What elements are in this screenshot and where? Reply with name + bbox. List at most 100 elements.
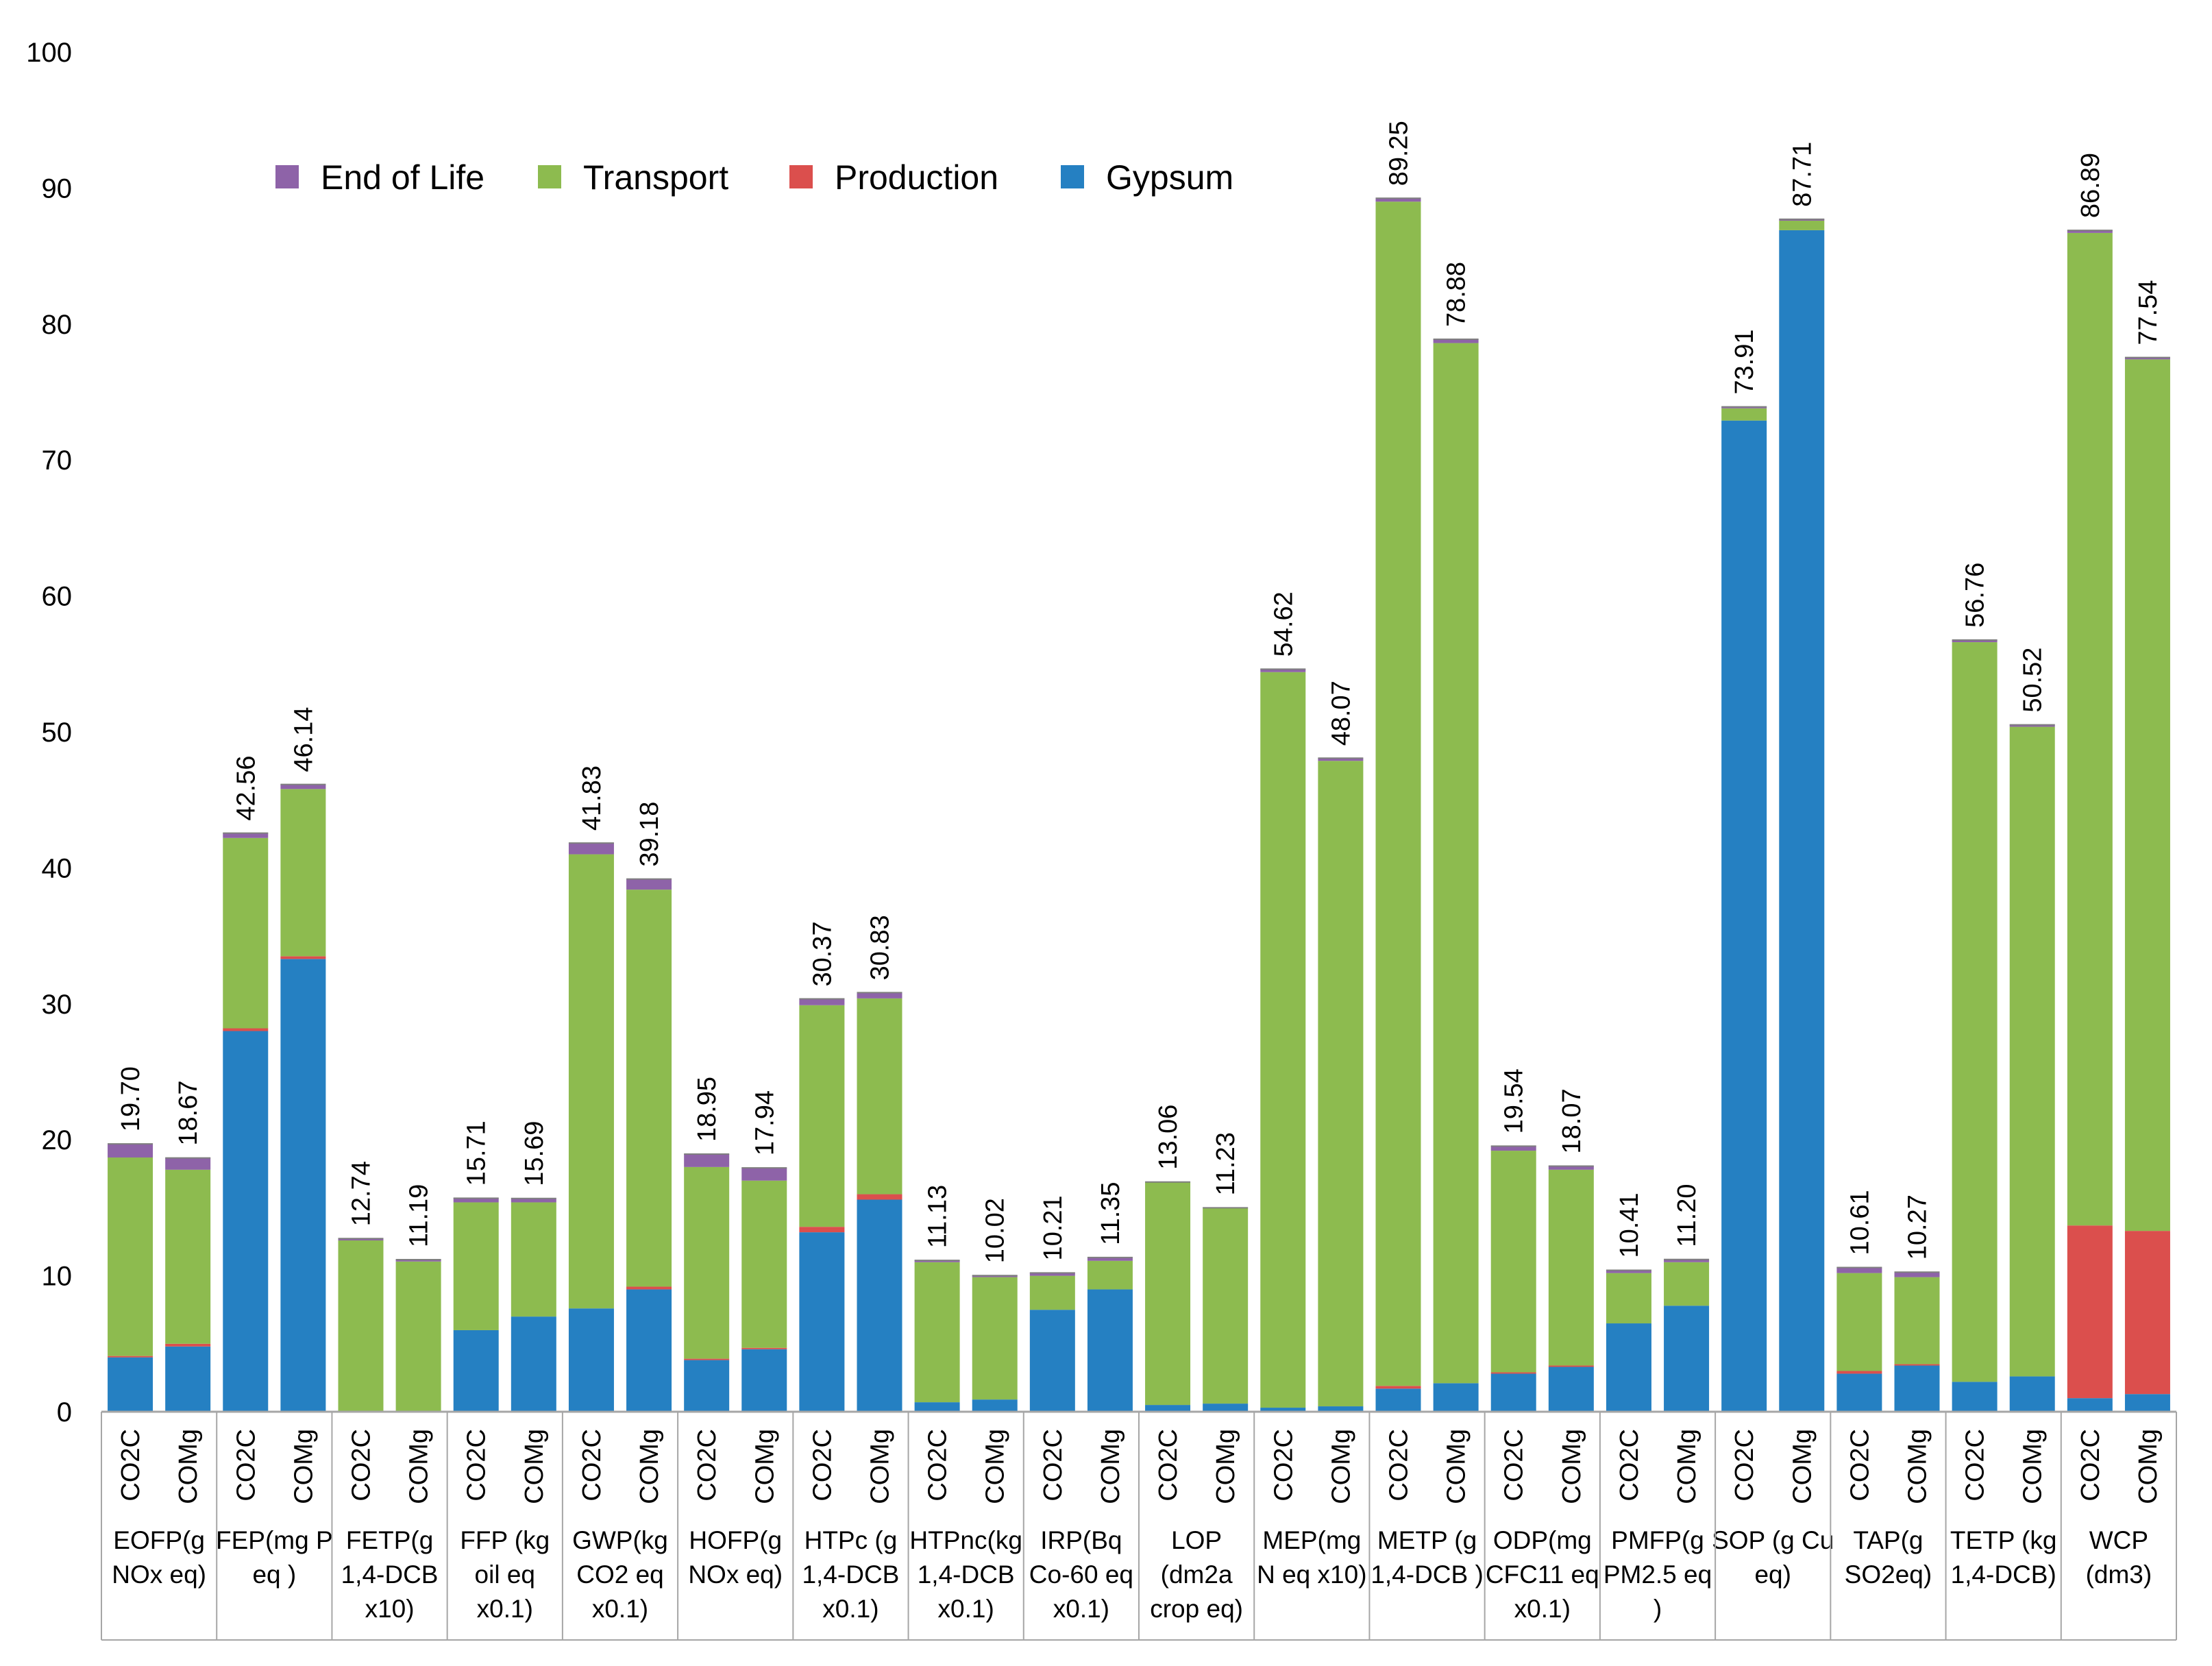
group-label-line: 1,4-DCB — [802, 1560, 899, 1589]
group-label-line: PMFP(g — [1611, 1526, 1704, 1554]
bar-segment-production — [1548, 1365, 1594, 1367]
group-label-line: TAP(g — [1853, 1526, 1923, 1554]
bar-ffp-kg-comg — [511, 1197, 556, 1412]
group-label-tetp-kg: TETP (kg 1,4-DCB) — [1950, 1526, 2057, 1589]
total-label: 11.13 — [924, 1185, 953, 1248]
bar-ffp-kg-co2c — [453, 1197, 499, 1412]
variant-label: CO2C — [924, 1429, 953, 1502]
bar-segment-production — [857, 1194, 902, 1200]
group-label-sop-g-cu: SOP (g Cu eq) — [1712, 1526, 1834, 1589]
bar-tetp-kg-comg — [2009, 724, 2055, 1412]
bar-segment-transport — [914, 1262, 960, 1403]
bar-segment-gypsum — [1260, 1408, 1306, 1412]
y-tick-label: 30 — [42, 990, 73, 1020]
bar-segment-transport — [1606, 1273, 1651, 1324]
group-label-metp-g: METP (g 1,4-DCB ) — [1371, 1526, 1483, 1589]
variant-label: CO2C — [1385, 1429, 1414, 1502]
group-label-fetp-g: FETP(g 1,4-DCB x10) — [341, 1526, 439, 1623]
variant-label: COMg — [520, 1429, 549, 1504]
x-axis: CO2C COMg EOFP(g NOx eq) CO2C COMg FEP(mg P eq … — [101, 1410, 2177, 1641]
bar-segment-gypsum — [2009, 1376, 2055, 1412]
group-label-wcp: WCP (dm3) — [2086, 1526, 2152, 1589]
group-label-line: ) — [1654, 1595, 1662, 1623]
variant-label: CO2C — [1615, 1429, 1644, 1502]
bar-mep-mg-comg — [1318, 757, 1364, 1412]
bar-segment-transport — [395, 1261, 441, 1412]
group-label-htpnc-kg: HTPnc(kg 1,4-DCB x0.1) — [909, 1526, 1022, 1623]
group-label-odp-mg: ODP(mg CFC11 eq x0.1) — [1486, 1526, 1599, 1623]
bar-pmfp-g-comg — [1664, 1258, 1710, 1412]
variant-label: COMg — [1442, 1429, 1471, 1504]
group-label-line: SO2eq) — [1845, 1560, 1932, 1589]
group-label-line: x0.1) — [1053, 1595, 1109, 1623]
total-label: 86.89 — [2076, 153, 2105, 218]
total-value-labels: 19.70 18.67 42.56 46.14 12.74 11.19 15.71 15.69… — [116, 121, 2163, 1263]
bar-odp-mg-comg — [1548, 1165, 1594, 1412]
bar-metp-g-comg — [1433, 339, 1479, 1412]
bar-sop-g-cu-co2c — [1721, 406, 1767, 1412]
bar-segment-transport — [799, 1005, 845, 1227]
bar-segment-end-of-life — [1087, 1257, 1133, 1261]
y-tick-label: 50 — [42, 718, 73, 748]
bar-segment-end-of-life — [395, 1259, 441, 1262]
bar-pmfp-g-co2c — [1606, 1269, 1651, 1412]
variant-label: COMg — [981, 1429, 1010, 1504]
bar-segment-end-of-life — [511, 1198, 556, 1203]
legend-label: Production — [835, 158, 998, 197]
group-label-mep-mg: MEP(mg N eq x10) — [1257, 1526, 1366, 1589]
y-tick-label: 70 — [42, 445, 73, 476]
bar-segment-gypsum — [1029, 1310, 1075, 1412]
bar-hofp-g-co2c — [684, 1153, 730, 1412]
group-label-tap-g: TAP(g SO2eq) — [1845, 1526, 1932, 1589]
bar-segment-gypsum — [568, 1308, 614, 1412]
group-label-line: x10) — [365, 1595, 415, 1623]
group-label-line: PM2.5 eq — [1603, 1560, 1712, 1589]
bar-segment-end-of-life — [1664, 1259, 1710, 1262]
legend-item-transport: Transport — [538, 158, 728, 197]
total-label: 30.37 — [808, 921, 837, 986]
bar-segment-end-of-life — [338, 1238, 384, 1241]
group-label-line: ODP(mg — [1493, 1526, 1592, 1554]
total-label: 19.70 — [116, 1066, 145, 1131]
variant-label: COMg — [1096, 1429, 1125, 1504]
bar-segment-gypsum — [165, 1346, 211, 1412]
group-label-line: GWP(kg — [572, 1526, 668, 1554]
bar-irp-bq-comg — [1087, 1256, 1133, 1412]
group-label-line: eq ) — [252, 1560, 296, 1589]
group-label-line: EOFP(g — [113, 1526, 205, 1554]
total-label: 10.02 — [981, 1198, 1010, 1263]
bar-segment-gypsum — [2124, 1394, 2170, 1412]
bar-segment-gypsum — [1145, 1405, 1191, 1412]
bar-segment-transport — [1721, 408, 1767, 421]
total-label: 18.07 — [1558, 1088, 1586, 1153]
y-tick-label: 20 — [42, 1125, 73, 1155]
group-label-line: x0.1) — [938, 1595, 994, 1623]
bar-segment-end-of-life — [1490, 1146, 1536, 1151]
bar-segment-transport — [511, 1202, 556, 1317]
group-label-line: x0.1) — [592, 1595, 648, 1623]
group-label-line: N eq x10) — [1257, 1560, 1366, 1589]
group-label-line: HOFP(g — [689, 1526, 782, 1554]
bar-segment-end-of-life — [453, 1198, 499, 1203]
bar-segment-gypsum — [914, 1402, 960, 1412]
bar-segment-gypsum — [453, 1330, 499, 1412]
group-label-line: crop eq) — [1150, 1595, 1243, 1623]
group-label-line: x0.1) — [477, 1595, 533, 1623]
bar-segment-transport — [453, 1202, 499, 1330]
bar-segment-gypsum — [1548, 1367, 1594, 1412]
total-label: 15.69 — [520, 1121, 549, 1186]
group-label-line: LOP — [1171, 1526, 1222, 1554]
bar-segment-transport — [1375, 201, 1421, 1386]
bar-segment-transport — [2067, 232, 2113, 1226]
group-label-line: x0.1) — [1514, 1595, 1571, 1623]
legend-label: End of Life — [321, 158, 484, 197]
legend-label: Gypsum — [1106, 158, 1233, 197]
bar-segment-transport — [568, 854, 614, 1309]
variant-label: CO2C — [1154, 1429, 1183, 1502]
bar-segment-transport — [1145, 1181, 1191, 1406]
variant-label: COMg — [750, 1429, 779, 1504]
total-label: 10.21 — [1039, 1195, 1068, 1260]
bar-segment-transport — [741, 1180, 787, 1348]
variant-label: CO2C — [1039, 1429, 1068, 1502]
